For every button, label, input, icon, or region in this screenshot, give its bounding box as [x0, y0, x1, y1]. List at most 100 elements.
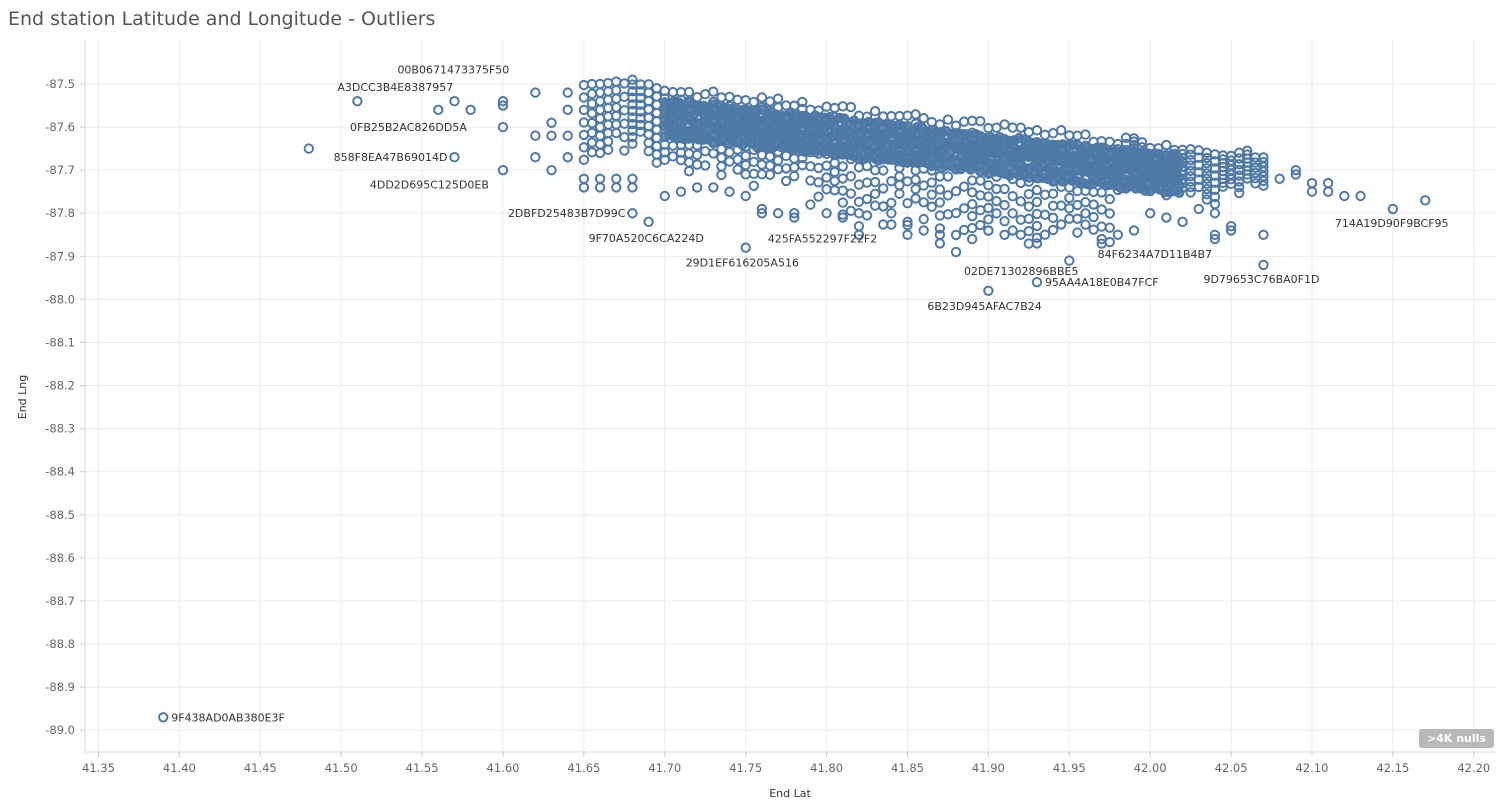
station-point [1031, 125, 1043, 136]
labeled-outlier-point [1258, 259, 1269, 271]
station-point [958, 116, 970, 127]
outlier-label: 9F438AD0AB380E3F [171, 711, 285, 724]
outlier-point [530, 152, 541, 163]
outlier-point [853, 229, 865, 240]
station-point [1258, 166, 1269, 177]
outlier-point [594, 182, 606, 193]
labeled-outlier-point [158, 712, 169, 723]
station-point [1023, 213, 1035, 225]
y-tick-label: -88.1 [45, 335, 75, 349]
station-point [756, 159, 768, 170]
station-point [950, 229, 962, 241]
station-point [716, 161, 727, 172]
station-point [1056, 125, 1067, 136]
station-point [894, 171, 905, 182]
nulls-indicator[interactable]: >4K nulls [1419, 729, 1494, 748]
station-point [651, 140, 662, 152]
outlier-point [853, 208, 865, 219]
outlier-point [611, 173, 622, 184]
station-point [1047, 188, 1059, 199]
outlier-point [1355, 190, 1366, 202]
station-point [1088, 199, 1099, 210]
outlier-point [530, 130, 541, 141]
outlier-point [546, 130, 557, 141]
station-point [845, 101, 857, 113]
station-point [772, 155, 784, 166]
outlier-point [902, 229, 913, 240]
station-point [683, 148, 695, 159]
station-point [1023, 188, 1035, 200]
x-tick-label: 42.00 [1134, 761, 1167, 775]
station-point [651, 132, 662, 144]
labeled-outlier-point [578, 182, 590, 193]
station-point [594, 104, 606, 116]
station-point [958, 224, 970, 236]
station-point [861, 193, 873, 205]
station-point [1096, 221, 1107, 232]
station-point [934, 184, 946, 195]
x-tick-label: 41.50 [325, 761, 358, 775]
outlier-point [918, 225, 929, 236]
outlier-point [627, 182, 638, 193]
labeled-outlier-point [643, 216, 654, 228]
station-point [1015, 214, 1026, 225]
station-point [813, 177, 824, 188]
station-point [1258, 180, 1269, 191]
station-point-dense [1174, 172, 1185, 183]
labeled-outlier-point [1096, 233, 1107, 245]
outlier-point [1225, 225, 1237, 236]
y-tick-label: -88.3 [45, 422, 75, 436]
outlier-point [627, 173, 638, 184]
outlier-point [303, 143, 315, 154]
station-point [983, 179, 994, 191]
station-point [886, 197, 897, 209]
station-point [586, 117, 598, 129]
station-point [878, 183, 889, 194]
station-point [716, 152, 727, 163]
outlier-point [1128, 225, 1140, 236]
outlier-point [1161, 212, 1172, 223]
station-point [1088, 211, 1099, 223]
outlier-point [983, 225, 994, 236]
y-tick-label: -88.7 [45, 594, 75, 608]
outlier-point [497, 100, 509, 111]
outlier-point [1258, 229, 1269, 240]
outlier-point [562, 130, 573, 141]
station-point [1128, 133, 1140, 144]
station-point [643, 87, 654, 98]
station-point [578, 142, 590, 153]
station-point [611, 127, 622, 139]
station-point [716, 169, 727, 181]
outlier-point [1339, 190, 1350, 202]
x-tick-label: 42.15 [1376, 761, 1409, 775]
outlier-point [1064, 255, 1075, 266]
station-point [748, 180, 759, 191]
outlier-point [740, 190, 751, 202]
station-point [683, 157, 695, 168]
station-point [594, 113, 606, 124]
station-point [691, 149, 703, 161]
station-point [942, 209, 954, 220]
station-point [611, 84, 622, 96]
station-point [1064, 192, 1075, 204]
y-tick-label: -88.8 [45, 637, 75, 651]
station-point [708, 148, 719, 159]
station-point [789, 170, 800, 182]
station-point [967, 210, 978, 222]
outlier-point [789, 212, 800, 223]
station-point [886, 219, 897, 230]
y-tick-label: -88.5 [45, 508, 75, 522]
outlier-label: 0FB25B2AC826DD5A [350, 121, 467, 134]
outlier-point [886, 208, 897, 219]
station-point [829, 166, 840, 178]
x-axis-title: End Lat [769, 787, 811, 800]
station-point [983, 214, 994, 225]
station-point [1031, 196, 1043, 208]
outlier-point [805, 199, 816, 210]
station-point [805, 161, 816, 172]
station-point [1209, 191, 1221, 203]
station-point [886, 176, 897, 187]
point-labels: A3DCC3B4E8387957 00B0671473375F50 0FB25B2A… [158, 64, 1449, 724]
labeled-outlier-point [352, 96, 363, 107]
outlier-label: 714A19D90F9BCF95 [1335, 217, 1449, 230]
